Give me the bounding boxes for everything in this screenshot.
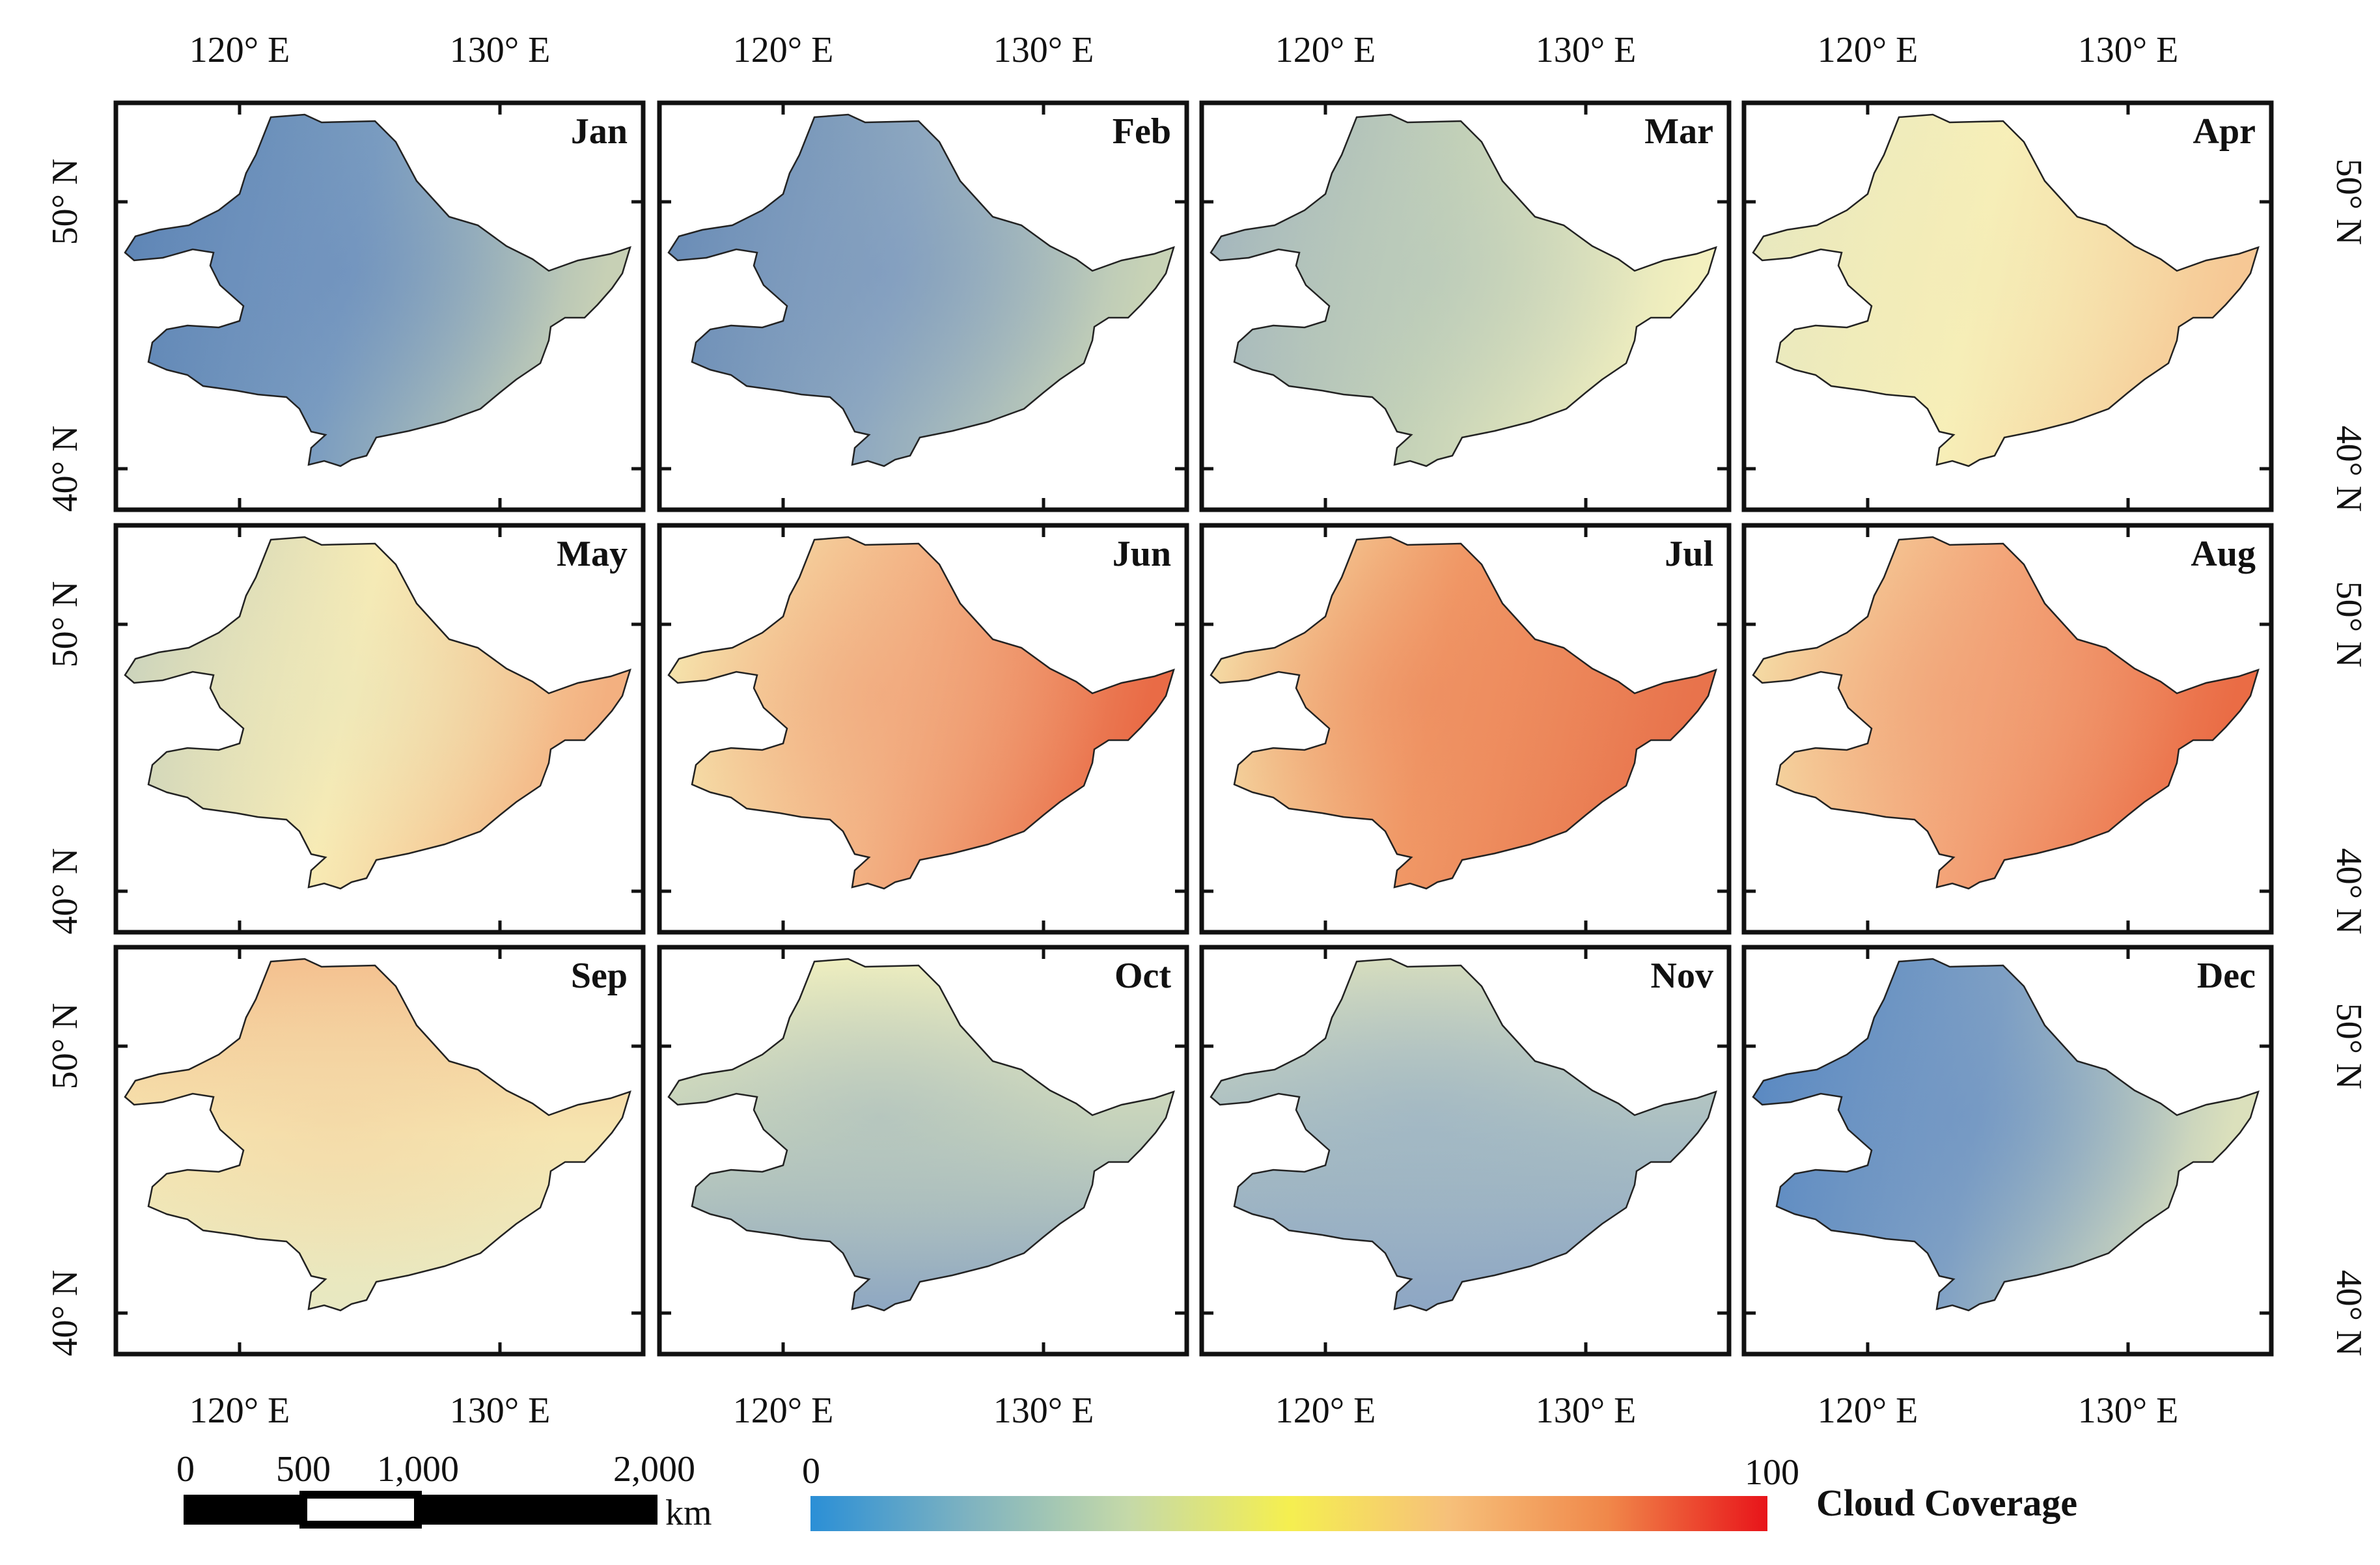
- cloud-coverage-core: [1753, 537, 2258, 889]
- right-latitude-labels: 50° N 40° N 50° N 40° N 50° N 40° N: [2329, 159, 2369, 1357]
- panel-jan: Jan: [113, 100, 646, 512]
- lon-label-bottom: 130° E: [1536, 1391, 1637, 1431]
- cloud-coverage-core: [669, 959, 1174, 1310]
- panel-aug: Aug: [1741, 523, 2274, 935]
- bottom-longitude-labels: 120° E 130° E 120° E 130° E 120° E 130° E 120°…: [189, 1391, 2179, 1431]
- lat-label-left: 50° N: [45, 159, 85, 245]
- lon-label-top: 120° E: [733, 30, 834, 70]
- region-boundary: [1752, 113, 2260, 467]
- scale-label-1000: 1,000: [377, 1449, 459, 1489]
- region-boundary: [124, 958, 631, 1312]
- lat-label-left: 50° N: [45, 581, 85, 668]
- lon-label-bottom: 120° E: [1818, 1391, 1918, 1431]
- month-label: Dec: [2197, 956, 2256, 996]
- panel-apr: Apr: [1741, 100, 2274, 512]
- month-label: Feb: [1113, 111, 1171, 152]
- lat-label-left: 50° N: [45, 1003, 85, 1090]
- top-longitude-labels: 120° E 130° E 120° E 130° E 120° E 130° E 120°…: [189, 30, 2179, 70]
- region-boundary: [124, 536, 631, 890]
- panel-oct: Oct: [657, 945, 1189, 1357]
- lon-label-bottom: 130° E: [2078, 1391, 2179, 1431]
- lon-label-bottom: 130° E: [450, 1391, 551, 1431]
- colorbar-min-label: 0: [802, 1451, 820, 1491]
- scale-label-0: 0: [176, 1449, 195, 1489]
- scale-bar-segment-3: [418, 1495, 657, 1525]
- panel-nov: Nov: [1199, 945, 1732, 1357]
- colorbar-ramp: [810, 1496, 1767, 1531]
- cloud-coverage-core: [1211, 537, 1716, 889]
- lat-label-left: 40° N: [45, 1270, 85, 1357]
- lon-label-top: 130° E: [2078, 30, 2179, 70]
- lon-label-top: 130° E: [993, 30, 1094, 70]
- lon-label-bottom: 120° E: [1275, 1391, 1376, 1431]
- panel-dec: Dec: [1741, 945, 2274, 1357]
- scale-label-2000: 2,000: [613, 1449, 695, 1489]
- left-latitude-labels: 50° N 40° N 50° N 40° N 50° N 40° N: [45, 159, 85, 1357]
- lat-label-right: 40° N: [2329, 426, 2369, 512]
- colorbar-max-label: 100: [1745, 1452, 1799, 1493]
- cloud-coverage-core: [125, 537, 630, 889]
- month-label: May: [557, 534, 628, 574]
- panel-may: May: [113, 523, 646, 935]
- lat-label-right: 50° N: [2329, 159, 2369, 245]
- panel-sep: Sep: [113, 945, 646, 1357]
- colorbar-legend: 0 100 Cloud Coverage: [802, 1451, 2077, 1531]
- month-label: Jan: [571, 111, 628, 152]
- region-boundary: [1752, 536, 2260, 890]
- scale-unit: km: [665, 1493, 712, 1533]
- region-boundary: [667, 536, 1175, 890]
- lon-label-bottom: 130° E: [993, 1391, 1094, 1431]
- month-panels: Jan Feb Mar Apr May Jun Jul Aug Sep Oct Nov Dec: [113, 100, 2274, 1357]
- panel-jun: Jun: [657, 523, 1189, 935]
- scale-bar: 0 500 1,000 2,000 km: [176, 1449, 712, 1533]
- panel-feb: Feb: [657, 100, 1189, 512]
- month-label: Apr: [2193, 111, 2256, 152]
- cloud-coverage-core: [125, 959, 630, 1310]
- region-boundary: [1210, 536, 1717, 890]
- region-boundary: [667, 113, 1175, 467]
- cloud-coverage-core: [1753, 115, 2258, 466]
- month-label: Nov: [1651, 956, 1713, 996]
- lat-label-left: 40° N: [45, 848, 85, 935]
- cloud-coverage-core: [1753, 959, 2258, 1310]
- month-label: Oct: [1114, 956, 1171, 996]
- region-boundary: [1752, 958, 2260, 1312]
- cloud-coverage-core: [1211, 959, 1716, 1310]
- month-label: Jun: [1113, 534, 1171, 574]
- lon-label-top: 120° E: [1275, 30, 1376, 70]
- cloud-coverage-core: [669, 115, 1174, 466]
- lon-label-top: 130° E: [450, 30, 551, 70]
- region-boundary: [667, 958, 1175, 1312]
- scale-label-500: 500: [276, 1449, 331, 1489]
- region-boundary: [1210, 958, 1717, 1312]
- scale-bar-segment-1: [184, 1495, 303, 1525]
- lat-label-left: 40° N: [45, 426, 85, 512]
- scale-bar-segment-2: [299, 1491, 422, 1529]
- month-label: Mar: [1644, 111, 1713, 152]
- month-label: Jul: [1665, 534, 1713, 574]
- lon-label-bottom: 120° E: [733, 1391, 834, 1431]
- region-boundary: [124, 113, 631, 467]
- cloud-coverage-core: [1211, 115, 1716, 466]
- lat-label-right: 50° N: [2329, 581, 2369, 668]
- region-boundary: [1210, 113, 1717, 467]
- lon-label-top: 120° E: [189, 30, 290, 70]
- colorbar-title: Cloud Coverage: [1816, 1482, 2077, 1524]
- lon-label-top: 130° E: [1536, 30, 1637, 70]
- lon-label-bottom: 120° E: [189, 1391, 290, 1431]
- month-label: Sep: [571, 956, 628, 996]
- cloud-coverage-core: [125, 115, 630, 466]
- lat-label-right: 50° N: [2329, 1003, 2369, 1090]
- panel-jul: Jul: [1199, 523, 1732, 935]
- panel-mar: Mar: [1199, 100, 1732, 512]
- lon-label-top: 120° E: [1818, 30, 1918, 70]
- cloud-coverage-core: [669, 537, 1174, 889]
- month-label: Aug: [2191, 534, 2256, 574]
- lat-label-right: 40° N: [2329, 1270, 2369, 1357]
- lat-label-right: 40° N: [2329, 848, 2369, 935]
